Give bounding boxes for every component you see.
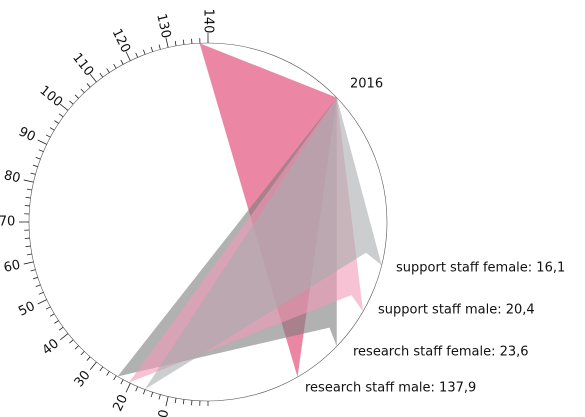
minor-tick [74,345,79,350]
minor-tick [80,351,85,356]
major-tick [23,261,34,265]
minor-tick [142,389,146,395]
minor-tick [49,313,55,317]
minor-tick [135,52,139,58]
major-tick [125,383,131,393]
major-tick [37,139,47,145]
minor-tick [25,196,31,199]
major-tick [23,179,34,183]
major-tick [37,299,47,305]
major-tick [125,51,131,61]
minor-tick [158,44,161,50]
scale-label: 60 [2,258,21,276]
minor-tick [113,375,117,381]
scale-label: 10 [154,408,172,417]
minor-tick [120,379,124,385]
minor-tick [69,339,74,344]
minor-tick [174,40,177,46]
scale-label: 40 [40,336,62,358]
minor-tick [58,113,64,118]
minor-tick [69,100,74,105]
scale-label: 80 [2,168,21,186]
minor-tick [30,172,36,175]
minor-tick [174,398,177,404]
minor-tick [120,59,124,65]
minor-tick [106,371,110,376]
minor-tick [26,253,32,256]
minor-tick [38,291,44,295]
minor-tick [142,49,146,55]
minor-tick [74,94,79,99]
series-shape [144,97,382,390]
minor-tick [38,149,44,153]
value-label: research staff female: 23,6 [353,345,529,360]
major-tick [165,37,169,48]
scale-label: 110 [69,50,96,79]
value-label: support staff female: 16,1 [396,261,565,276]
minor-tick [45,134,51,138]
scale-label: 50 [16,299,37,320]
minor-tick [32,276,38,280]
minor-tick [150,392,154,398]
scale-label: 90 [16,124,37,145]
chart-layer: research staff male: 137,9 research staff… [0,9,565,417]
value-label: support staff male: 20,4 [378,303,535,318]
minor-tick [80,88,85,93]
scale-label: 130 [153,12,173,40]
scale-label: 30 [72,368,94,390]
scale-label: 20 [110,392,131,413]
minor-tick [158,394,161,400]
minor-tick [135,386,139,392]
minor-tick [150,46,154,52]
minor-tick [54,320,59,324]
minor-tick [45,306,51,310]
minor-tick [30,269,36,272]
minor-tick [86,356,91,361]
minor-tick [86,83,91,88]
major-tick [165,396,169,407]
minor-tick [58,326,64,331]
scale-label: 120 [109,26,133,55]
value-label: research staff male: 137,9 [305,381,476,396]
year-label: 2016 [350,77,383,92]
minor-tick [32,164,38,168]
major-tick [59,333,69,341]
minor-tick [99,72,104,78]
minor-tick [99,366,104,372]
minor-tick [182,399,185,405]
minor-tick [25,245,31,248]
minor-tick [54,120,59,124]
scale-label: 100 [36,83,65,110]
minor-tick [113,63,117,69]
major-tick [89,73,97,83]
minor-tick [26,188,32,191]
minor-tick [35,284,41,288]
minor-tick [35,156,41,160]
minor-tick [49,127,55,131]
minor-tick [106,68,110,73]
major-tick [59,103,69,111]
minor-tick [182,39,185,45]
scale-label: 70 [0,215,15,230]
scale-label: 140 [201,9,216,34]
major-tick [89,361,97,371]
